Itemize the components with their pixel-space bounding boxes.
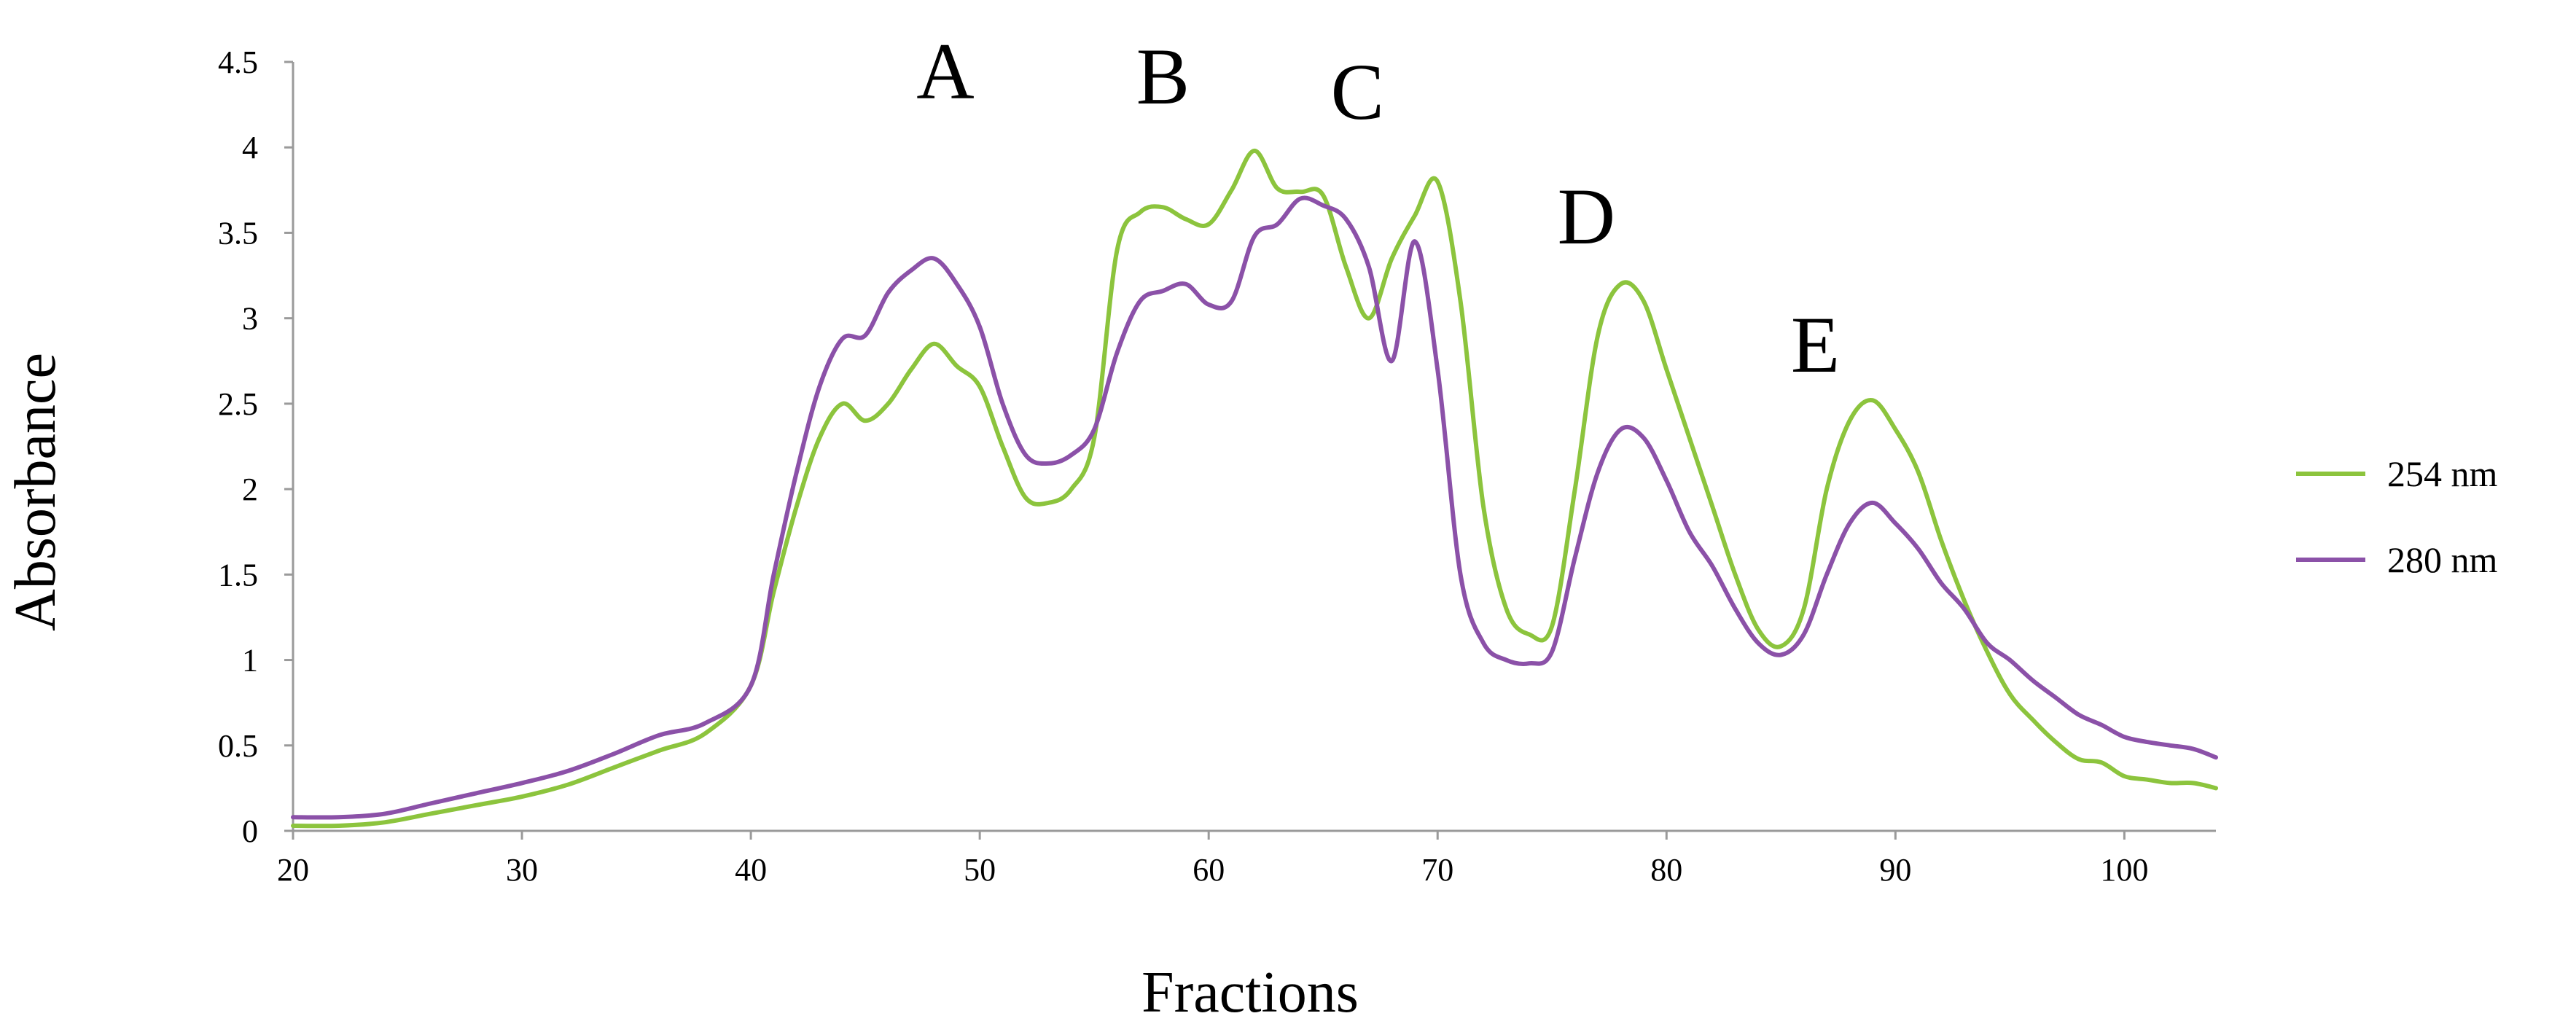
x-tick-label: 40 bbox=[735, 852, 767, 888]
peak-label-e: E bbox=[1791, 300, 1840, 389]
annotation-layer: A B C D E bbox=[916, 27, 1840, 389]
x-tick-label: 80 bbox=[1650, 852, 1682, 888]
series-layer bbox=[291, 148, 2218, 829]
legend: 254 nm 280 nm bbox=[2296, 453, 2498, 580]
x-tick-label: 60 bbox=[1193, 852, 1225, 888]
series-line-280-nm bbox=[291, 195, 2218, 820]
x-axis-title: Fractions bbox=[1141, 961, 1359, 1024]
peak-label-d: D bbox=[1558, 172, 1615, 261]
y-tick-label: 1 bbox=[242, 643, 258, 679]
x-tick-label: 30 bbox=[506, 852, 538, 888]
y-tick-label: 0 bbox=[242, 813, 258, 849]
x-tick-label: 50 bbox=[964, 852, 996, 888]
legend-label-254-nm: 254 nm bbox=[2387, 453, 2498, 494]
y-tick-label: 0.5 bbox=[218, 728, 258, 764]
peak-label-c: C bbox=[1331, 47, 1384, 136]
series-line-254-nm bbox=[291, 148, 2218, 829]
x-tick-label: 20 bbox=[277, 852, 309, 888]
y-tick-label: 3 bbox=[242, 301, 258, 337]
y-tick-label: 4 bbox=[242, 130, 258, 165]
y-axis-title: Absorbance bbox=[4, 353, 68, 631]
y-tick-label: 4.5 bbox=[218, 44, 258, 80]
x-tick-label: 90 bbox=[1879, 852, 1911, 888]
y-tick-label: 3.5 bbox=[218, 215, 258, 251]
peak-label-a: A bbox=[916, 27, 974, 116]
x-tick-label: 70 bbox=[1421, 852, 1453, 888]
y-tick-label: 2 bbox=[242, 472, 258, 507]
legend-label-280-nm: 280 nm bbox=[2387, 539, 2498, 580]
peak-label-b: B bbox=[1136, 32, 1190, 121]
y-tick-label: 1.5 bbox=[218, 557, 258, 593]
y-tick-label: 2.5 bbox=[218, 386, 258, 422]
x-tick-label: 100 bbox=[2100, 852, 2148, 888]
axes-layer: 0 0.5 1 1.5 2 2.5 3 3.5 4 4.5 20 30 40 50 60 70 80 90 100 bbox=[218, 44, 2216, 888]
